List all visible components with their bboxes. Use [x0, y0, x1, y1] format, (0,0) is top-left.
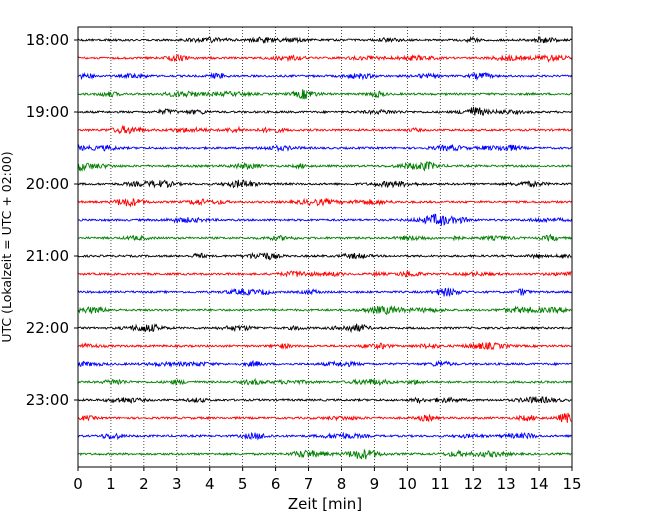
trace-1930	[77, 143, 572, 153]
trace-2145	[77, 305, 572, 316]
trace-2230	[77, 359, 572, 368]
plot-background	[78, 27, 572, 467]
x-tick-label: 1	[106, 475, 116, 493]
x-tick-label: 0	[73, 475, 83, 493]
x-tick-label: 9	[370, 475, 380, 493]
trace-1800	[77, 35, 572, 44]
grid-lines	[110, 27, 540, 467]
trace-2215	[77, 341, 572, 351]
trace-1915	[77, 124, 572, 135]
trace-2045	[77, 233, 572, 243]
y-tick-label: 23:00	[26, 391, 69, 409]
trace-1945	[77, 161, 572, 172]
y-tick-label: 20:00	[26, 175, 69, 193]
trace-2100	[77, 251, 572, 261]
x-tick-label: 3	[172, 475, 182, 493]
x-tick-label: 12	[464, 475, 483, 493]
y-tick-label: 19:00	[26, 103, 69, 121]
x-tick-label: 4	[205, 475, 215, 493]
trace-2315	[77, 412, 572, 423]
x-tick-label: 5	[238, 475, 248, 493]
y-tick-label: 21:00	[26, 247, 69, 265]
y-tick-label: 22:00	[26, 319, 69, 337]
x-tick-label: 6	[271, 475, 281, 493]
x-tick-label: 13	[497, 475, 516, 493]
x-tick-label: 15	[562, 475, 581, 493]
x-tick-label: 14	[530, 475, 549, 493]
trace-1900	[77, 106, 572, 116]
trace-2000	[77, 179, 572, 189]
trace-2030	[77, 213, 572, 226]
trace-2130	[77, 287, 572, 298]
x-tick-label: 11	[431, 475, 450, 493]
plot-frame	[77, 26, 573, 468]
x-axis-label: Zeit [min]	[288, 495, 362, 513]
x-tick-label: 10	[398, 475, 417, 493]
x-tick-label: 8	[337, 475, 347, 493]
trace-1815	[77, 53, 572, 63]
x-tick-label: 7	[304, 475, 314, 493]
y-axis-label: UTC (Lokalzeit = UTC + 02:00)	[0, 151, 14, 342]
trace-1845	[77, 89, 572, 100]
trace-2015	[77, 197, 572, 208]
y-axis: 18:00 19:00 20:00 21:00 22:00 23:00	[26, 31, 78, 409]
trace-2245	[77, 377, 572, 387]
x-axis: 0 1 2 3 4 5 6 7 8 9 10 11 12 13 14 15	[73, 467, 582, 493]
x-tick-label: 2	[139, 475, 149, 493]
trace-1830	[77, 71, 572, 82]
trace-2300	[77, 396, 572, 405]
trace-2200	[77, 323, 572, 334]
trace-2330	[77, 431, 572, 441]
trace-2345	[77, 448, 572, 460]
seismic-traces	[77, 35, 572, 460]
trace-2115	[77, 270, 572, 278]
y-tick-label: 18:00	[26, 31, 69, 49]
